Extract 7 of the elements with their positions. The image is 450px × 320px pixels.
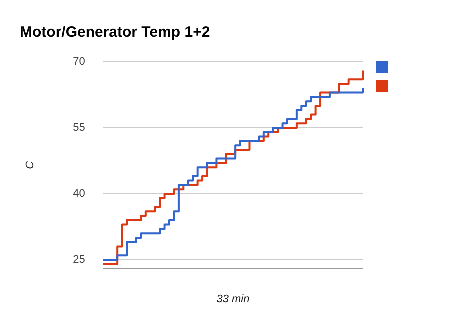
- chart-title: Motor/Generator Temp 1+2: [20, 24, 210, 42]
- y-tick-label: 25: [73, 254, 86, 266]
- x-axis-title: 33 min: [216, 293, 250, 306]
- y-tick-label: 40: [73, 188, 86, 200]
- y-tick-label: 55: [73, 122, 86, 134]
- y-axis-title: C: [24, 161, 37, 170]
- y-tick-label: 70: [73, 56, 86, 68]
